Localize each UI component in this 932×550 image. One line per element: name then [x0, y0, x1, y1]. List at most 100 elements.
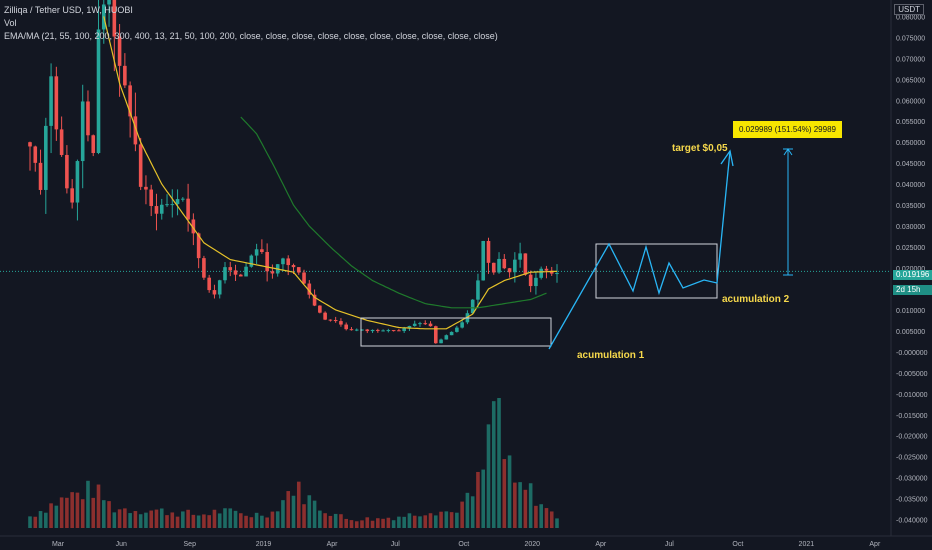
candle-body: [402, 328, 406, 332]
x-tick-label: Mar: [52, 541, 65, 548]
volume-bar: [397, 516, 401, 528]
volume-bar: [444, 511, 449, 528]
candle-body: [507, 268, 512, 273]
volume-bar: [402, 516, 406, 528]
volume-bar: [365, 517, 370, 528]
volume-bar: [59, 497, 64, 528]
volume-bar: [91, 497, 96, 528]
candle-body: [528, 274, 533, 287]
volume-bar: [202, 514, 206, 528]
candle-body: [555, 273, 559, 275]
y-tick-label: -0.020000: [896, 434, 928, 441]
x-tick-label: 2020: [525, 541, 541, 548]
candle-countdown-tag: 2d 15h: [893, 285, 932, 295]
candle-body: [291, 265, 296, 268]
candle-body: [339, 321, 343, 325]
volume-bar: [196, 515, 201, 528]
candle-body: [381, 330, 385, 332]
volume-bar: [539, 504, 543, 528]
candle-body: [112, 0, 117, 37]
candle-body: [486, 240, 491, 263]
candle-body: [286, 258, 291, 266]
candle-body: [154, 206, 159, 214]
volume-bar: [544, 508, 549, 528]
volume-bar: [491, 401, 496, 528]
volume-bar: [149, 510, 154, 528]
accumulation-1-annotation[interactable]: acumulation 1: [577, 350, 645, 361]
last-price-tag: 0.019196: [893, 270, 932, 280]
y-tick-label: -0.000000: [896, 350, 928, 357]
volume-bar: [518, 482, 522, 528]
price-range-measure-label[interactable]: 0.029989 (151.54%) 29989: [733, 121, 842, 138]
volume-bar: [281, 500, 285, 528]
volume-bar: [349, 520, 354, 528]
candle-body: [175, 199, 180, 205]
volume-bar: [449, 512, 454, 528]
candle-body: [549, 270, 554, 274]
volume-bar: [354, 521, 359, 528]
volume-bar: [212, 509, 217, 528]
volume-bar: [144, 512, 148, 528]
symbol-title[interactable]: Zilliqa / Tether USD, 1W, HUOBI: [4, 5, 133, 15]
volume-bar: [391, 520, 396, 528]
target-annotation[interactable]: target $0,05: [672, 143, 728, 154]
candle-body: [65, 154, 69, 189]
candle-body: [123, 65, 127, 86]
candle-body: [491, 262, 496, 273]
volume-bar: [407, 513, 412, 528]
candle-body: [412, 323, 417, 326]
x-tick-label: Jul: [391, 541, 400, 548]
accumulation-1-box: [360, 317, 552, 347]
candle-body: [28, 142, 32, 147]
volume-bar: [70, 492, 74, 528]
volume-bar: [318, 510, 322, 528]
volume-bar: [86, 480, 90, 528]
currency-badge[interactable]: USDT: [894, 4, 924, 15]
volume-bar: [549, 511, 554, 528]
volume-bar: [502, 459, 507, 528]
volume-bar: [418, 516, 422, 528]
volume-bar: [254, 512, 259, 528]
volume-bar: [381, 518, 385, 528]
candle-body: [128, 85, 132, 117]
candle-body: [365, 329, 370, 332]
volume-indicator-label[interactable]: Vol: [4, 18, 17, 28]
volume-bar: [476, 471, 480, 528]
volume-bar: [223, 508, 227, 528]
candle-body: [455, 327, 459, 332]
ema-indicator-label[interactable]: EMA/MA (21, 55, 100, 200, 300, 400, 13, …: [4, 31, 498, 41]
candle-body: [360, 329, 364, 331]
candle-body: [439, 339, 443, 344]
candle-body: [323, 312, 327, 320]
volume-bar: [481, 469, 486, 528]
y-tick-label: 0.075000: [896, 35, 925, 42]
measure-arrowhead: [783, 148, 793, 156]
candle-body: [333, 319, 338, 322]
accumulation-2-box: [595, 243, 718, 299]
candle-body: [281, 258, 285, 265]
candle-body: [539, 268, 543, 278]
candle-body: [449, 331, 454, 336]
ema-fast-line: [103, 16, 557, 330]
volume-bar: [428, 513, 433, 528]
y-tick-label: 0.045000: [896, 161, 925, 168]
candle-body: [307, 283, 312, 295]
candle-body: [228, 267, 233, 271]
candle-body: [523, 253, 528, 275]
volume-bar: [96, 484, 101, 528]
candle-body: [233, 270, 238, 275]
volume-bar: [302, 504, 306, 528]
volume-bar: [460, 501, 464, 528]
x-tick-label: Jul: [665, 541, 674, 548]
volume-bar: [138, 514, 143, 528]
candle-body: [244, 266, 248, 277]
volume-bar: [191, 514, 196, 528]
x-tick-label: Apr: [869, 541, 881, 548]
x-tick-label: Apr: [595, 541, 607, 548]
candle-body: [239, 274, 243, 277]
accumulation-2-annotation[interactable]: acumulation 2: [722, 294, 790, 305]
candle-body: [54, 76, 59, 130]
volume-bar: [433, 515, 438, 528]
